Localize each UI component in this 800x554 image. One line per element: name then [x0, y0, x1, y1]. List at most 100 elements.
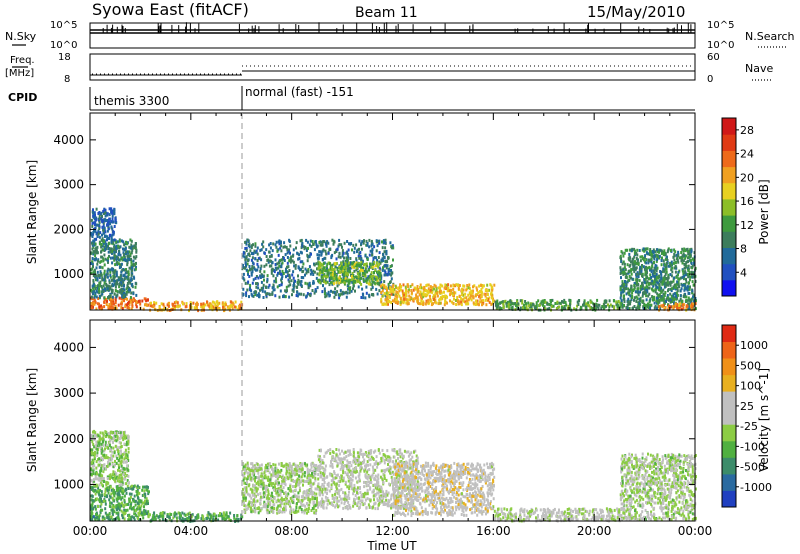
power-echo-cell [244, 240, 247, 244]
power-echo-cell [326, 275, 329, 279]
power-echo-cell [129, 281, 132, 285]
power-echo-cell [685, 295, 688, 299]
power-echo-cell [257, 292, 260, 296]
power-echo-cell [292, 260, 295, 264]
power-echo-cell [608, 299, 611, 303]
power-echo-cell [335, 249, 338, 253]
power-colorbar-swatch [722, 198, 736, 216]
velocity-echo-cell [114, 431, 116, 435]
power-echo-cell [470, 291, 473, 295]
power-echo-cell [93, 295, 96, 299]
power-echo-cell [433, 283, 436, 287]
power-echo-cell [132, 255, 135, 259]
power-echo-cell [637, 291, 640, 295]
power-echo-cell [279, 289, 282, 293]
velocity-echo-cell [119, 505, 122, 509]
power-echo-cell [175, 300, 178, 304]
power-echo-cell [628, 292, 631, 296]
power-echo-cell [103, 272, 106, 276]
power-echo-cell [393, 297, 396, 301]
power-echo-cell [631, 277, 634, 281]
power-echo-cell [112, 306, 115, 310]
power-echo-cell [124, 258, 127, 262]
power-echo-cell [344, 272, 347, 276]
power-echo-cell [470, 294, 472, 298]
velocity-echo-cell [137, 511, 140, 515]
velocity-echo-cell [228, 517, 231, 521]
power-echo-cell [670, 298, 673, 301]
power-echo-cell [254, 290, 257, 294]
power-echo-cell [677, 271, 680, 274]
power-echo-cell [623, 282, 626, 286]
power-echo-cell [481, 285, 484, 289]
power-echo-cell [256, 246, 259, 250]
power-echo-cell [360, 296, 363, 299]
power-echo-cell [281, 275, 284, 278]
velocity-echo-cell [120, 482, 123, 486]
velocity-echo-cell [110, 501, 113, 505]
power-echo-cell [644, 270, 647, 274]
power-echo-cell [139, 302, 142, 306]
power-echo-cell [691, 280, 694, 284]
power-echo-cell [107, 247, 110, 250]
velocity-echo-cell [91, 440, 94, 444]
velocity-echo-cell [121, 476, 124, 480]
power-echo-cell [443, 303, 446, 307]
power-echo-cell [692, 295, 694, 299]
power-echo-cell [101, 219, 104, 223]
power-echo-cell [482, 299, 485, 302]
power-echo-cell [99, 270, 102, 274]
power-echo-cell [644, 260, 647, 264]
velocity-echo-cell [127, 518, 130, 522]
power-y-tick-label: 3000 [53, 178, 84, 192]
velocity-echo-cell [104, 499, 107, 503]
power-echo-cell [347, 266, 350, 270]
power-echo-cell [605, 304, 607, 308]
velocity-echo-cell [138, 486, 141, 490]
velocity-echo-cell [125, 509, 127, 512]
power-echo-cell [654, 304, 657, 308]
power-echo-cell [286, 256, 289, 259]
power-echo-cell [390, 246, 393, 250]
power-echo-cell [648, 282, 651, 285]
power-echo-cell [100, 242, 103, 246]
power-echo-cell [276, 285, 279, 289]
power-echo-cell [317, 262, 320, 266]
power-echo-cell [130, 307, 133, 311]
velocity-echo-cell [97, 491, 100, 495]
power-echo-cell [350, 289, 353, 293]
power-echo-cell [669, 261, 672, 265]
velocity-echo-cell [91, 486, 94, 490]
power-echo-cell [103, 296, 106, 300]
power-echo-cell [297, 282, 300, 286]
power-echo-cell [110, 234, 113, 238]
cpid-label: CPID [8, 91, 37, 104]
velocity-echo-cell [179, 516, 182, 520]
power-echo-cell [320, 253, 323, 257]
velocity-echo-cell [104, 430, 107, 434]
power-echo-cell [638, 307, 641, 311]
power-echo-cell [113, 257, 116, 260]
power-echo-cell [109, 256, 112, 260]
power-echo-cell [644, 254, 647, 258]
power-echo-cell [93, 302, 96, 305]
power-echo-cell [389, 241, 392, 245]
power-echo-cell [95, 237, 98, 241]
power-echo-cell [361, 266, 363, 270]
power-echo-cell [653, 280, 656, 284]
power-echo-cell [477, 302, 479, 306]
power-echo-cell [623, 266, 626, 270]
power-echo-cell [388, 295, 391, 299]
power-echo-cell [257, 257, 260, 261]
power-echo-cell [455, 303, 458, 306]
power-echo-cell [276, 249, 279, 253]
power-echo-cell [422, 295, 425, 299]
power-echo-cell [687, 252, 690, 256]
power-echo-cell [111, 250, 114, 254]
power-echo-cell [331, 238, 334, 242]
power-echo-cell [297, 266, 300, 270]
power-echo-cell [622, 290, 625, 294]
power-echo-cell [628, 252, 631, 256]
power-echo-cell [525, 307, 528, 311]
power-echo-cell [479, 300, 481, 304]
